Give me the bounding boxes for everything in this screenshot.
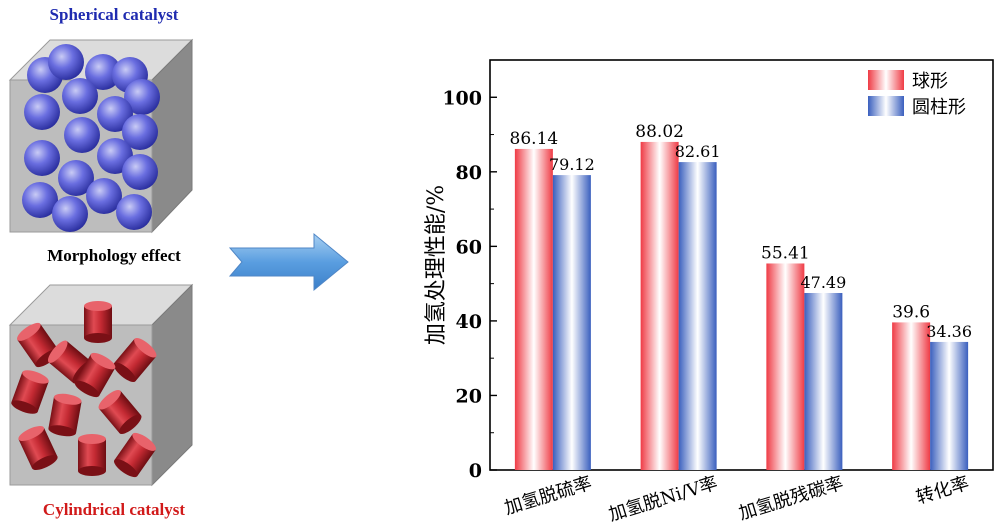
y-tick-label: 60 bbox=[456, 236, 482, 258]
cylinder-pellet bbox=[48, 393, 82, 437]
morphology-effect-label: Morphology effect bbox=[47, 246, 181, 265]
data-label: 55.41 bbox=[761, 243, 810, 263]
cylinder-pellet bbox=[78, 434, 106, 476]
cylinder-pellet bbox=[114, 432, 156, 478]
data-label: 88.02 bbox=[635, 122, 684, 142]
y-tick-label: 20 bbox=[456, 385, 482, 407]
y-tick-label: 80 bbox=[456, 162, 482, 184]
y-axis-label: 加氢处理性能/% bbox=[424, 185, 449, 345]
data-label: 79.12 bbox=[549, 155, 595, 174]
x-tick-label: 加氢脱硫率 bbox=[502, 473, 594, 519]
legend-swatch bbox=[868, 70, 904, 90]
cylinder-pellet bbox=[113, 337, 157, 383]
data-label: 34.36 bbox=[926, 322, 972, 341]
spherical-catalyst-label: Spherical catalyst bbox=[49, 5, 179, 24]
data-label: 39.6 bbox=[892, 302, 930, 322]
bar-spherical bbox=[514, 148, 553, 470]
x-tick-label: 转化率 bbox=[914, 473, 972, 509]
cylinder-pellet bbox=[18, 426, 58, 470]
cylindrical-catalyst-label: Cylindrical catalyst bbox=[42, 500, 186, 519]
cylinder-pellet bbox=[98, 389, 142, 435]
bar-cylindrical bbox=[552, 175, 591, 470]
legend-label: 圆柱形 bbox=[912, 97, 966, 118]
data-label: 86.14 bbox=[510, 129, 559, 149]
cylinder-pellet bbox=[11, 370, 49, 414]
bar-cylindrical bbox=[678, 162, 717, 470]
legend-swatch bbox=[868, 96, 904, 116]
chart-axes: 0 20 40 60 80 100 加氢处理性能/% bbox=[424, 59, 994, 482]
bar-spherical bbox=[640, 141, 679, 470]
bar-spherical bbox=[892, 322, 931, 470]
cylindrical-cube bbox=[8, 283, 194, 487]
bar-cylindrical bbox=[804, 292, 843, 470]
bar-spherical bbox=[766, 263, 805, 470]
y-tick-label: 0 bbox=[469, 460, 482, 482]
spherical-cube bbox=[8, 38, 194, 234]
right-arrow-icon bbox=[228, 232, 349, 292]
cylinder-pellet bbox=[74, 352, 116, 398]
plot-frame bbox=[489, 59, 994, 471]
cylinder-pellet bbox=[84, 301, 112, 343]
data-label: 82.61 bbox=[675, 142, 721, 161]
x-tick-label: 加氢脱Ni/V率 bbox=[606, 473, 720, 526]
y-tick-label: 40 bbox=[456, 311, 482, 333]
data-label: 47.49 bbox=[800, 273, 846, 292]
y-tick-label: 100 bbox=[442, 87, 482, 109]
bar-cylindrical bbox=[930, 341, 969, 470]
x-tick-label: 加氢脱残碳率 bbox=[736, 473, 845, 525]
catalyst-illustration bbox=[8, 38, 194, 487]
legend-label: 球形 bbox=[912, 71, 948, 92]
